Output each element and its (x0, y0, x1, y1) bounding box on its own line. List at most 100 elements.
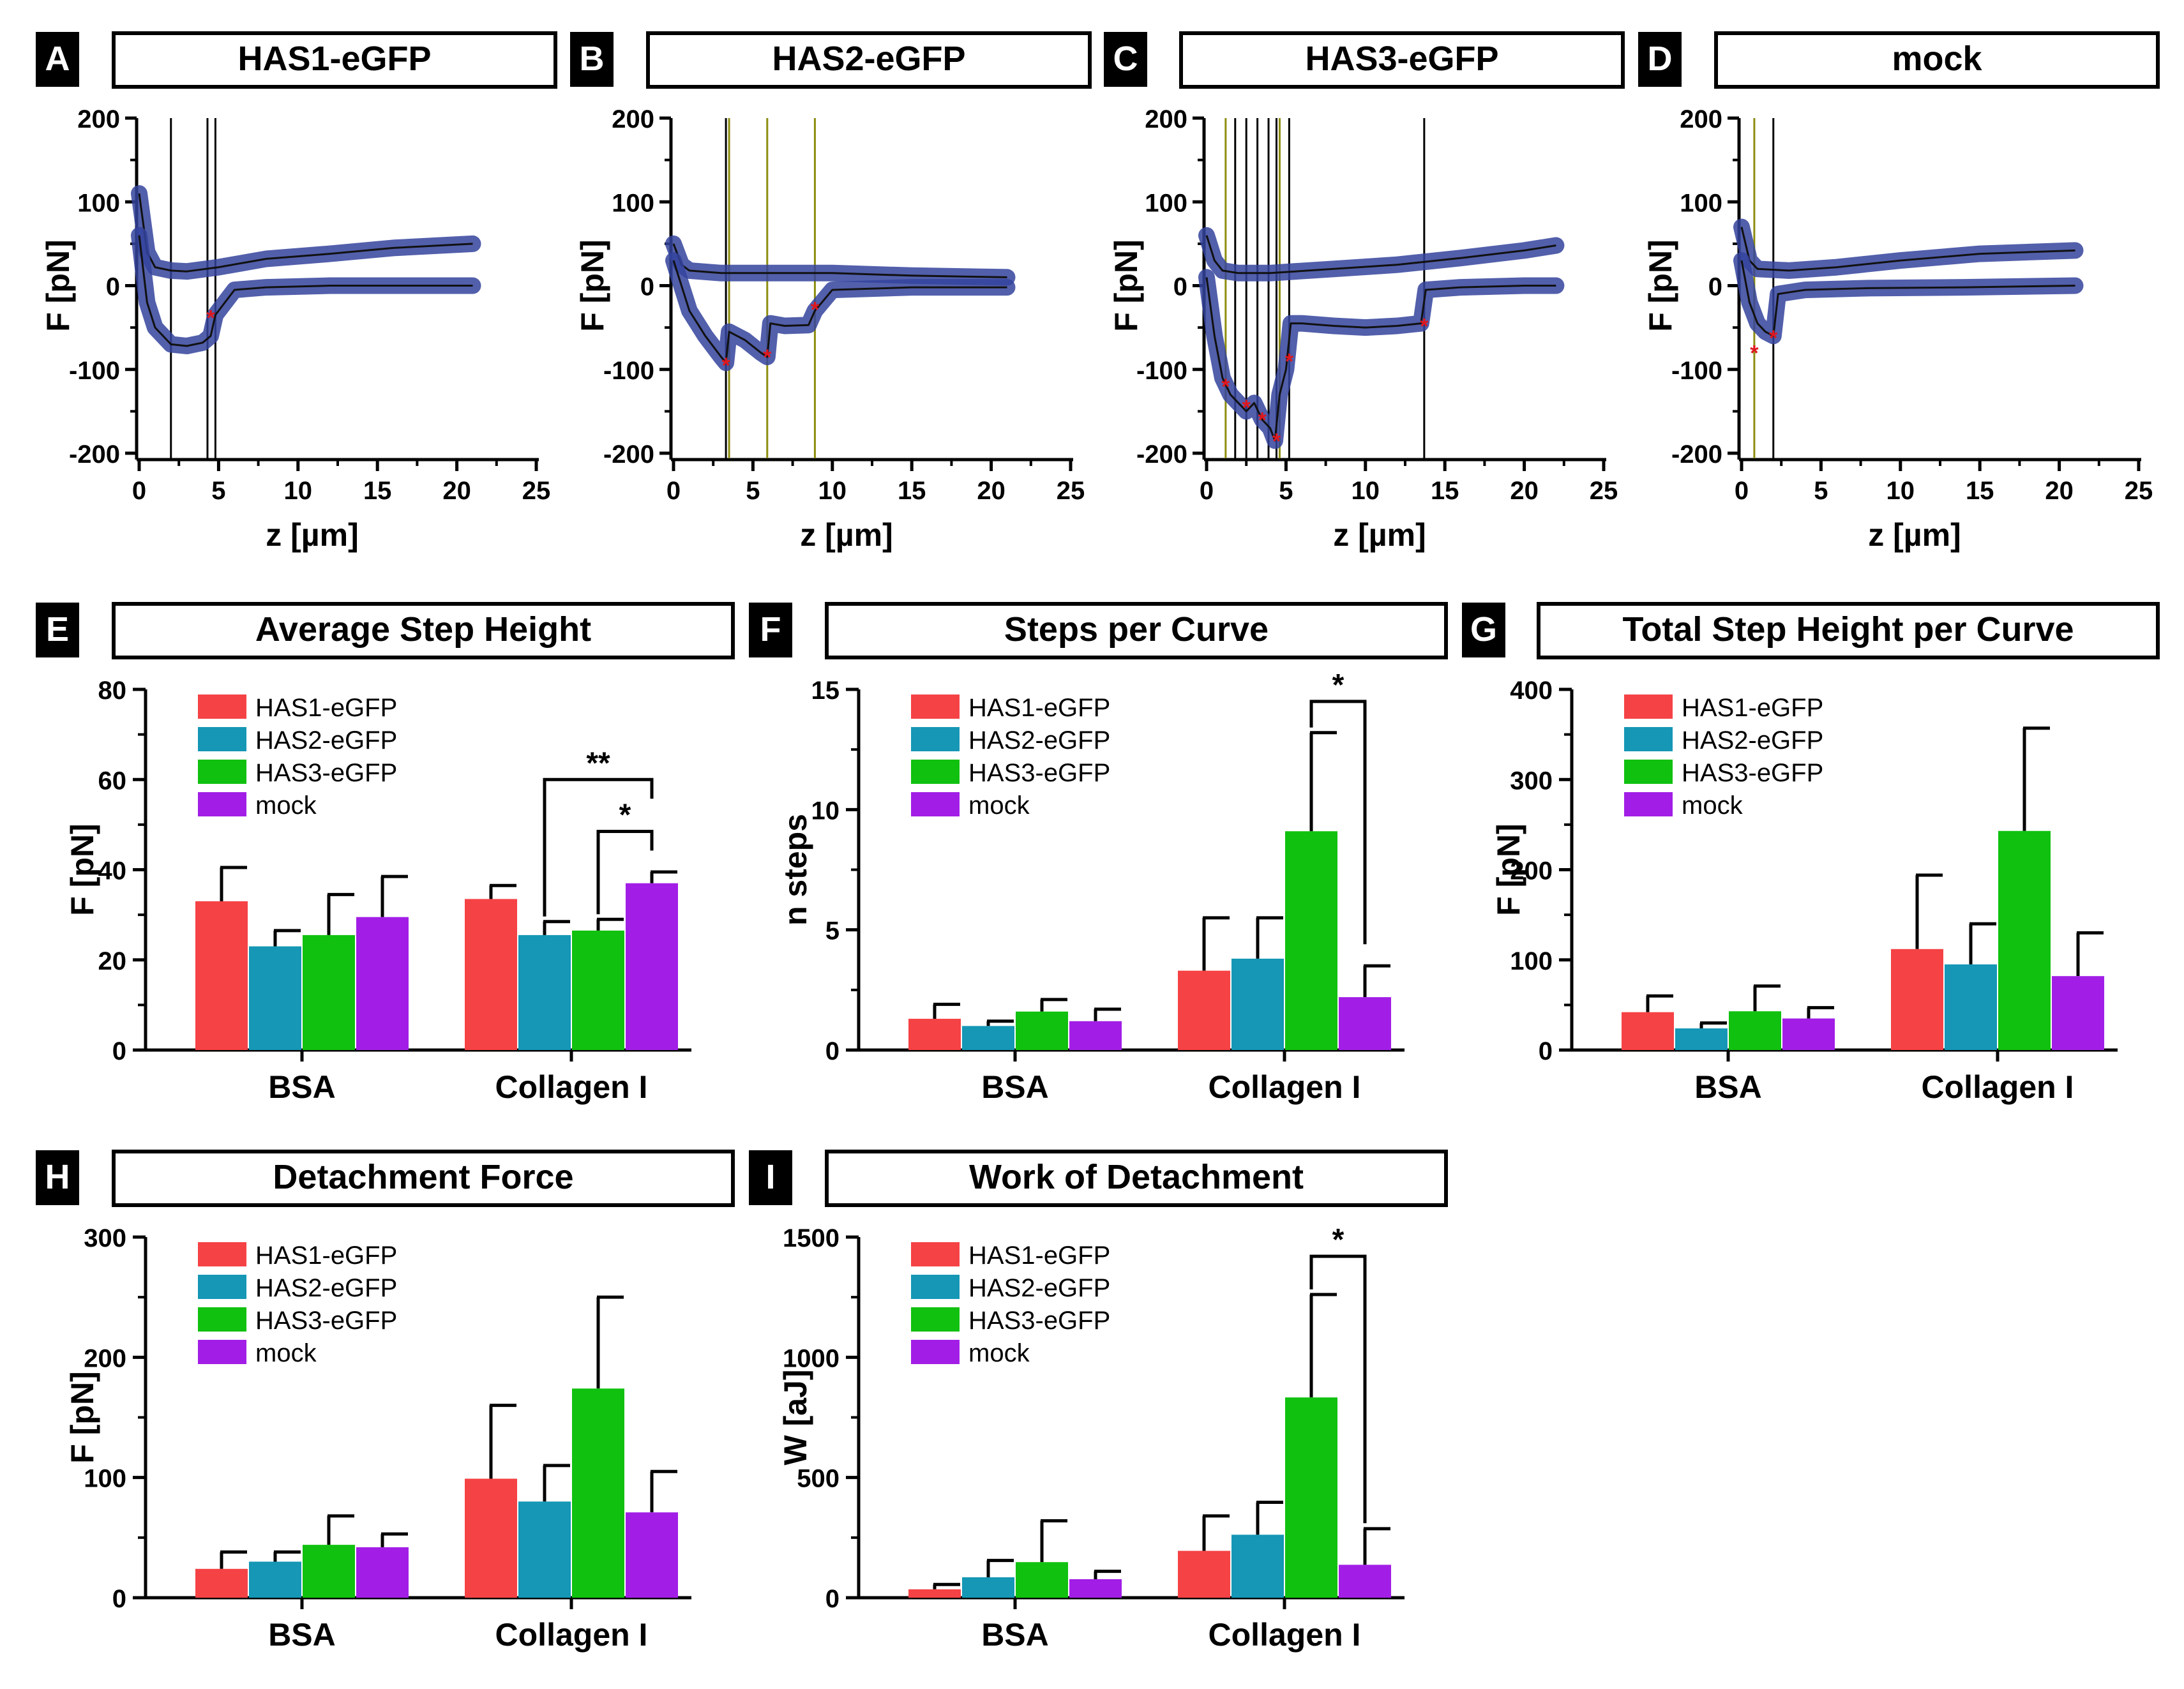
y-tick-label: 100 (1680, 189, 1722, 217)
x-tick-label: 10 (1887, 477, 1915, 505)
y-tick-label: -200 (1136, 440, 1187, 469)
y-tick-label: 0 (640, 273, 654, 301)
legend-entry: HAS1-eGFP (255, 1242, 397, 1270)
panel-title: HAS1-eGFP (237, 40, 431, 78)
panel-letter-box (36, 1150, 79, 1205)
x-tick-label: 10 (284, 477, 313, 505)
step-marker: * (1769, 326, 1778, 350)
y-axis-label: F [pN] (40, 239, 76, 331)
bar-has1-egfp-collagen (1178, 970, 1230, 1050)
significance-label: ** (586, 746, 610, 780)
panel-letter-box (36, 32, 79, 87)
step-marker: * (1285, 350, 1294, 374)
legend-entry: HAS2-eGFP (1682, 726, 1823, 754)
y-axis-label: F [pN] (64, 823, 100, 915)
step-marker: * (721, 354, 730, 378)
panel-title-box (1537, 602, 2160, 659)
panel-title-box (112, 602, 735, 659)
x-tick-label: 10 (818, 477, 847, 505)
y-axis-label: F [pN] (1108, 239, 1144, 331)
step-marker: * (763, 345, 772, 370)
curve-retract-line (672, 260, 1007, 364)
bar-has2-egfp-collagen (1231, 958, 1284, 1050)
y-tick-label: 100 (1510, 947, 1553, 975)
legend-swatch (1624, 792, 1673, 816)
y-tick-label: 200 (77, 105, 120, 133)
x-tick-label: 15 (1966, 477, 1994, 505)
y-axis-label: F [pN] (1491, 823, 1526, 915)
bar-chart-panel-i: I Work of Detachment 0 500 1000 1500 W [aJ] BSA… (749, 1150, 1448, 1653)
y-tick-label: 10 (811, 797, 840, 825)
panel-title: HAS3-eGFP (1305, 40, 1498, 78)
x-tick-label: 25 (2125, 477, 2153, 505)
panel-title-box (825, 602, 1448, 659)
bar-has3-egfp-bsa (1016, 1011, 1068, 1050)
x-category-label: BSA (268, 1069, 336, 1105)
bar-mock-collagen (1339, 997, 1391, 1050)
legend-swatch (198, 792, 246, 816)
curve-approach-line (1740, 227, 2075, 272)
step-marker: * (1221, 375, 1230, 399)
bar-has1-egfp-bsa (908, 1019, 961, 1050)
x-tick-label: 15 (898, 477, 926, 505)
panel-title-box (1179, 31, 1625, 89)
step-marker: * (1272, 429, 1281, 453)
bar-has2-egfp-bsa (249, 946, 301, 1050)
x-tick-label: 0 (666, 477, 681, 505)
x-tick-label: 15 (1431, 477, 1459, 505)
x-category-label: Collagen I (1209, 1617, 1361, 1653)
legend-entry: HAS1-eGFP (255, 694, 397, 722)
legend-entry: mock (968, 792, 1030, 820)
bar-has1-egfp-bsa (1622, 1012, 1674, 1050)
x-tick-label: 0 (1200, 477, 1214, 505)
panel-letter-box (36, 603, 79, 657)
bar-mock-bsa (1069, 1579, 1122, 1598)
significance-label: * (1332, 668, 1344, 702)
y-tick-label: 60 (98, 767, 127, 795)
step-marker: * (811, 297, 820, 322)
y-tick-label: 200 (612, 105, 654, 133)
legend-swatch (198, 1307, 246, 1332)
bar-has1-egfp-collagen (465, 899, 517, 1050)
significance-label: * (1332, 1223, 1344, 1257)
y-tick-label: 300 (1510, 767, 1553, 795)
legend-swatch (911, 727, 960, 751)
legend-entry: HAS2-eGFP (255, 1274, 397, 1302)
curve-approach-line (138, 193, 473, 273)
panel-letter: A (45, 40, 70, 78)
panel-letter-box (1462, 603, 1505, 657)
curve-approach-band (131, 185, 481, 280)
panel-letter: F (760, 610, 781, 649)
panel-letter-box (749, 603, 792, 657)
bar-mock-collagen (626, 883, 678, 1050)
x-axis-label: z [µm] (266, 517, 358, 553)
bar-has1-egfp-collagen (1891, 949, 1943, 1050)
legend-swatch (198, 727, 246, 751)
y-tick-label: -100 (603, 357, 654, 385)
panel-title-box (112, 31, 557, 89)
y-tick-label: 20 (98, 947, 127, 975)
panel-title-box (1714, 31, 2160, 89)
y-tick-label: 200 (1510, 857, 1553, 885)
x-tick-label: 0 (132, 477, 146, 505)
force-curve-panel-a: A HAS1-eGFP 200 100 0 -100 -200 0 5 10 15 20 25 z [µm… (36, 31, 557, 553)
bar-has2-egfp-bsa (1675, 1028, 1728, 1050)
panel-title: Total Step Height per Curve (1622, 610, 2074, 649)
x-category-label: BSA (268, 1617, 336, 1653)
y-tick-label: 0 (1708, 273, 1722, 301)
legend-swatch (198, 1340, 246, 1364)
panel-letter-box (570, 32, 614, 87)
x-tick-label: 5 (1279, 477, 1293, 505)
panel-letter: G (1470, 610, 1497, 649)
y-tick-label: 0 (825, 1585, 840, 1613)
legend-swatch (911, 1275, 960, 1299)
legend-swatch (911, 760, 960, 784)
step-marker: * (1750, 342, 1759, 366)
y-axis-label: n steps (778, 814, 813, 926)
step-marker: * (206, 306, 215, 330)
legend-entry: HAS3-eGFP (1682, 759, 1823, 787)
bar-mock-bsa (1069, 1021, 1122, 1050)
legend-entry: HAS3-eGFP (968, 1307, 1110, 1335)
bar-has3-egfp-bsa (303, 935, 355, 1050)
